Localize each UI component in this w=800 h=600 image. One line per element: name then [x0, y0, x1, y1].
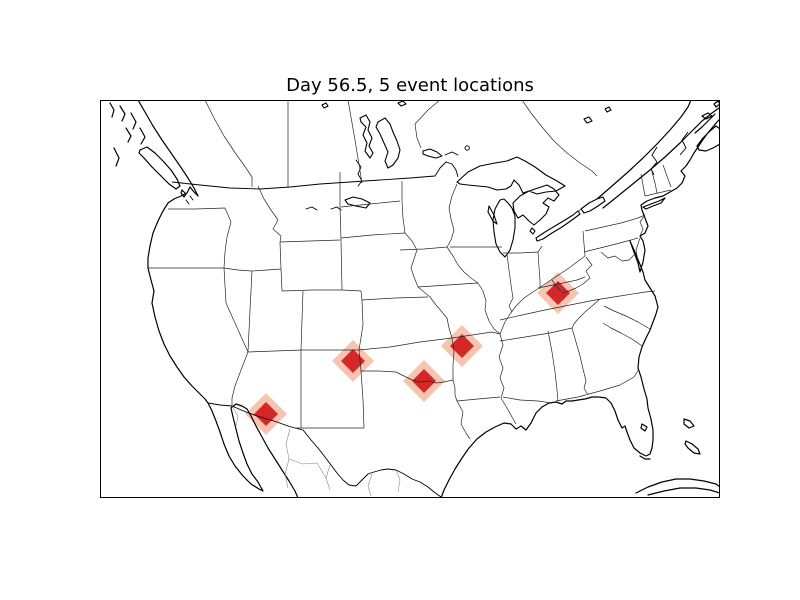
coastline-path [109, 100, 720, 498]
axes-frame-outline [100, 100, 720, 498]
mexico-state-borders [231, 405, 401, 497]
axes-frame [100, 100, 720, 498]
map-content [109, 100, 720, 498]
event-marker-core [341, 349, 365, 373]
event-marker-core [450, 334, 474, 358]
event-marker-core [546, 281, 570, 305]
event-marker [403, 360, 445, 402]
event-marker [332, 340, 374, 382]
plot-title: Day 56.5, 5 event locations [286, 75, 534, 96]
canada-province-borders [204, 100, 598, 187]
event-marker-core [412, 369, 436, 393]
great-lakes [321, 100, 612, 258]
us-state-borders [148, 164, 672, 440]
small-lakes-and-rivers [185, 145, 470, 211]
international-borders [171, 131, 689, 498]
